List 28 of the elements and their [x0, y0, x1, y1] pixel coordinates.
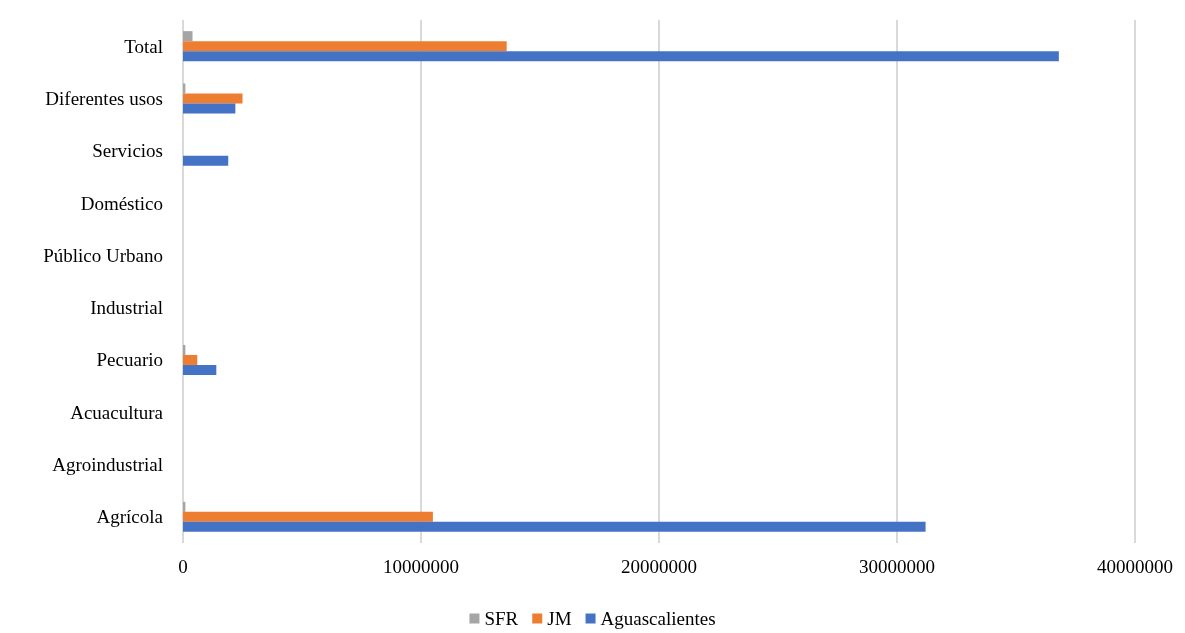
bar — [183, 354, 198, 365]
y-tick-label: Público Urbano — [43, 244, 163, 266]
y-tick-label: Diferentes usos — [45, 87, 163, 109]
y-tick-label: Acuacultura — [70, 401, 164, 423]
y-tick-label: Agroindustrial — [52, 454, 163, 476]
y-tick-label: Pecuario — [96, 349, 163, 371]
bar — [183, 364, 217, 375]
bar — [183, 51, 1059, 62]
x-tick-label: 10000000 — [383, 556, 459, 577]
legend-label: JM — [547, 608, 572, 629]
legend-label: SFR — [484, 608, 519, 629]
bar — [183, 103, 236, 114]
x-tick-label: 30000000 — [859, 556, 935, 577]
y-tick-label: Servicios — [92, 140, 163, 162]
y-tick-label: Agrícola — [96, 506, 164, 528]
bar — [183, 521, 926, 532]
y-tick-label: Total — [124, 35, 163, 57]
x-tick-label: 0 — [178, 556, 188, 577]
bar — [183, 511, 433, 522]
x-tick-label: 40000000 — [1097, 556, 1173, 577]
y-tick-label: Industrial — [90, 297, 163, 319]
x-tick-label: 20000000 — [621, 556, 697, 577]
legend-label: Aguascalientes — [600, 608, 716, 629]
bar — [183, 155, 229, 166]
bar — [183, 93, 243, 104]
bar — [183, 31, 193, 42]
y-tick-label: Doméstico — [80, 192, 163, 214]
bar — [183, 41, 507, 52]
